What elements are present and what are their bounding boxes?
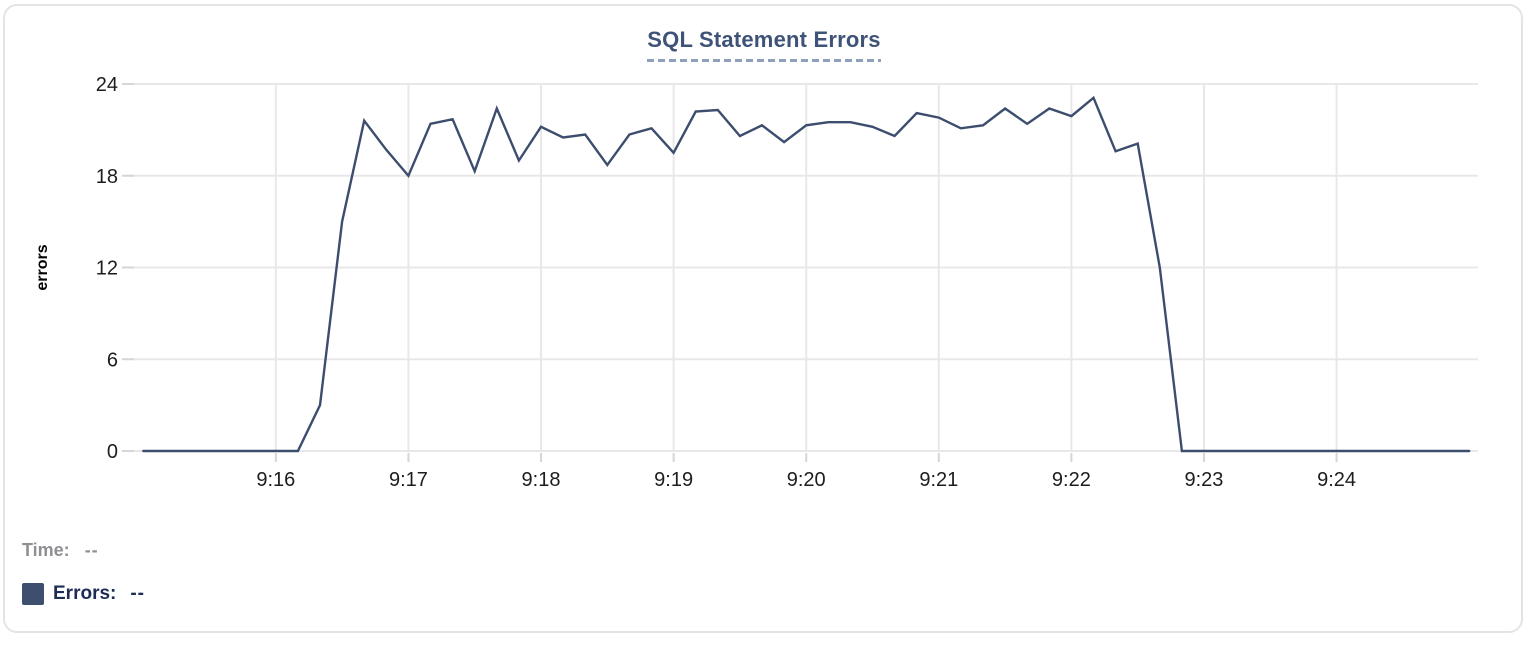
x-tick-label: 9:22 <box>1052 469 1091 491</box>
time-label: Time: <box>22 540 70 560</box>
time-readout: Time: -- <box>22 540 99 561</box>
y-tick-label: 24 <box>96 74 118 96</box>
chart-title[interactable]: SQL Statement Errors <box>647 27 881 62</box>
y-tick-label: 6 <box>107 349 118 371</box>
y-tick-label: 18 <box>96 166 118 188</box>
x-tick-label: 9:16 <box>256 469 295 491</box>
errors-value: -- <box>130 583 146 604</box>
chart-header: SQL Statement Errors <box>0 27 1528 62</box>
x-tick-label: 9:21 <box>919 469 958 491</box>
y-tick-label: 12 <box>96 258 118 280</box>
x-tick-label: 9:23 <box>1185 469 1224 491</box>
time-value: -- <box>84 540 99 560</box>
sql-errors-line-chart[interactable]: 0 6 12 18 24 9:16 9:17 9:18 9:19 9:20 9:21 9:22 9:23… <box>0 0 1528 520</box>
x-tick-label: 9:18 <box>522 469 561 491</box>
y-tick-label: 0 <box>107 441 118 463</box>
errors-readout: Errors: -- <box>22 583 145 605</box>
x-tick-label: 9:19 <box>654 469 693 491</box>
y-axis-title: errors <box>34 244 51 290</box>
errors-label: Errors: <box>53 583 117 604</box>
x-tick-label: 9:24 <box>1317 469 1356 491</box>
errors-series-swatch <box>22 583 44 605</box>
errors-series-line <box>142 95 1471 453</box>
x-tick-label: 9:20 <box>787 469 826 491</box>
chart-card <box>3 4 1523 633</box>
x-tick-label: 9:17 <box>389 469 428 491</box>
